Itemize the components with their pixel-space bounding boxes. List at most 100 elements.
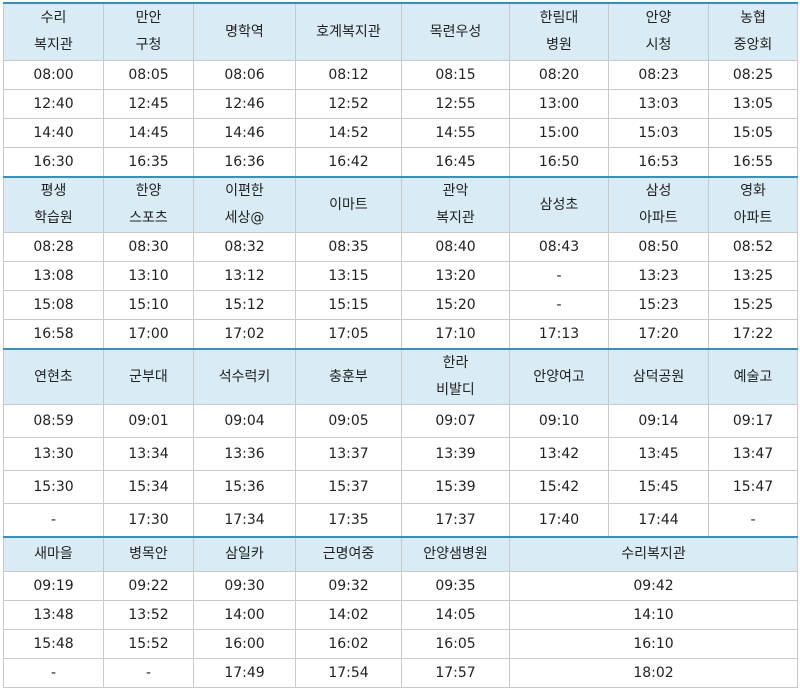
- stop-name: 군부대: [103, 348, 194, 405]
- departure-time: 13:15: [295, 261, 402, 291]
- departure-time: 08:28: [3, 232, 104, 262]
- departure-time: 13:45: [608, 437, 709, 471]
- stop-name: 명학역: [193, 2, 296, 61]
- stop-name-line: 복지관: [34, 37, 73, 53]
- time-row: 12:40 12:45 12:46 12:52 12:55 13:00 13:03 13:05: [3, 89, 798, 119]
- departure-time: 17:00: [103, 319, 194, 350]
- departure-time: 13:08: [3, 261, 104, 291]
- departure-time: 09:14: [608, 404, 709, 438]
- time-row: 16:30 16:35 16:36 16:42 16:45 16:50 16:53 16:55: [3, 147, 798, 178]
- stop-name: 한라 비발디: [401, 348, 510, 405]
- stop-name-line: 아파트: [733, 210, 773, 226]
- stop-name-line: 명학역: [225, 23, 264, 40]
- departure-time: 14:10: [509, 600, 798, 630]
- departure-time: 12:45: [103, 89, 194, 119]
- time-row: 15:30 15:34 15:36 15:37 15:39 15:42 15:45 15:47: [3, 470, 798, 504]
- departure-time: 14:00: [193, 600, 296, 630]
- departure-time: 13:12: [193, 261, 296, 291]
- time-row: 15:48 15:52 16:00 16:02 16:05 16:10: [3, 629, 798, 659]
- stop-name-line: 관악: [442, 183, 469, 199]
- departure-time: 15:05: [708, 118, 798, 148]
- stop-name: 안양샘병원: [401, 536, 510, 572]
- departure-time: 17:44: [608, 503, 709, 538]
- departure-time: 13:30: [3, 437, 104, 471]
- stop-name: 근명여중: [295, 536, 402, 572]
- departure-time: 18:02: [509, 658, 798, 688]
- departure-time: 08:59: [3, 404, 104, 438]
- departure-time: 16:36: [193, 147, 296, 178]
- departure-time: 12:46: [193, 89, 296, 119]
- departure-time: 15:20: [401, 290, 510, 320]
- departure-time: -: [103, 658, 194, 688]
- departure-time: 15:42: [509, 470, 609, 504]
- departure-time: 15:39: [401, 470, 510, 504]
- stop-name: 삼성 아파트: [608, 176, 709, 233]
- departure-time: 17:40: [509, 503, 609, 538]
- time-row: -17:30 17:34 17:35 17:37 17:40 17:44-: [3, 503, 798, 538]
- departure-time: 16:02: [295, 629, 402, 659]
- departure-time: 13:25: [708, 261, 798, 291]
- stop-name-line: 삼성: [645, 183, 672, 199]
- stop-name-line: 이편한: [225, 183, 264, 199]
- departure-time: 09:22: [103, 571, 194, 601]
- stop-name: 농협 중앙회: [708, 2, 798, 61]
- stop-name-line: 학습원: [34, 210, 73, 226]
- departure-time: 16:35: [103, 147, 194, 178]
- departure-time: 09:04: [193, 404, 296, 438]
- departure-time: 17:57: [401, 658, 510, 688]
- departure-time: 08:12: [295, 60, 402, 90]
- departure-time: 15:10: [103, 290, 194, 320]
- time-row: - -17:49 17:54 17:57 18:02: [3, 658, 798, 688]
- stop-name-line: 삼덕공원: [632, 368, 685, 385]
- departure-time: 16:00: [193, 629, 296, 659]
- departure-time: 12:52: [295, 89, 402, 119]
- departure-time: 14:46: [193, 118, 296, 148]
- stop-name-line: 한양: [135, 183, 162, 199]
- stop-name: 목련우성: [401, 2, 510, 61]
- departure-time: -: [3, 503, 104, 538]
- stop-name: 삼덕공원: [608, 348, 709, 405]
- departure-time: 14:55: [401, 118, 510, 148]
- departure-time: 09:05: [295, 404, 402, 438]
- departure-time: 13:52: [103, 600, 194, 630]
- stop-header-row: 새마을 병목안 삼일카 근명여중 안양샘병원 수리복지관: [3, 536, 798, 572]
- departure-time: 13:00: [509, 89, 609, 119]
- stop-name-line: 삼일카: [225, 546, 264, 562]
- departure-time: 08:23: [608, 60, 709, 90]
- departure-time: -: [509, 261, 609, 291]
- stop-name-line: 안양여고: [533, 368, 585, 385]
- stop-name: 석수럭키: [193, 348, 296, 405]
- departure-time: 15:08: [3, 290, 104, 320]
- departure-time: 08:00: [3, 60, 104, 90]
- departure-time: 17:34: [193, 503, 296, 538]
- stop-name: 이편한 세상@: [193, 176, 296, 233]
- stop-name-line: 삼성초: [539, 196, 579, 213]
- departure-time: 15:03: [608, 118, 709, 148]
- departure-time: 17:02: [193, 319, 296, 350]
- departure-time: 08:50: [608, 232, 709, 262]
- stop-name: 영화 아파트: [708, 176, 798, 233]
- stop-name: 한림대 병원: [509, 2, 609, 61]
- departure-time: 14:40: [3, 118, 104, 148]
- stop-header-row: 수리 복지관 만안 구청 명학역 호계복지관 목련우성 한림대 병원 안양 시청 농협 중앙회: [3, 2, 798, 61]
- departure-time: 15:52: [103, 629, 194, 659]
- stop-name-line: 복지관: [436, 210, 475, 226]
- departure-time: 14:52: [295, 118, 402, 148]
- departure-time: 08:05: [103, 60, 194, 90]
- departure-time: 12:55: [401, 89, 510, 119]
- departure-time: 08:35: [295, 232, 402, 262]
- departure-time: 09:17: [708, 404, 798, 438]
- stop-name-line: 시청: [645, 37, 672, 53]
- departure-time: 13:48: [3, 600, 104, 630]
- departure-time: 08:43: [509, 232, 609, 262]
- stop-name-line: 호계복지관: [316, 23, 381, 40]
- departure-time: 14:05: [401, 600, 510, 630]
- departure-time: 13:36: [193, 437, 296, 471]
- stop-name: 새마을: [3, 536, 104, 572]
- stop-name: 연현초: [3, 348, 104, 405]
- stop-name-line: 이마트: [329, 196, 368, 213]
- stop-name-line: 병원: [546, 37, 572, 53]
- departure-time: 15:15: [295, 290, 402, 320]
